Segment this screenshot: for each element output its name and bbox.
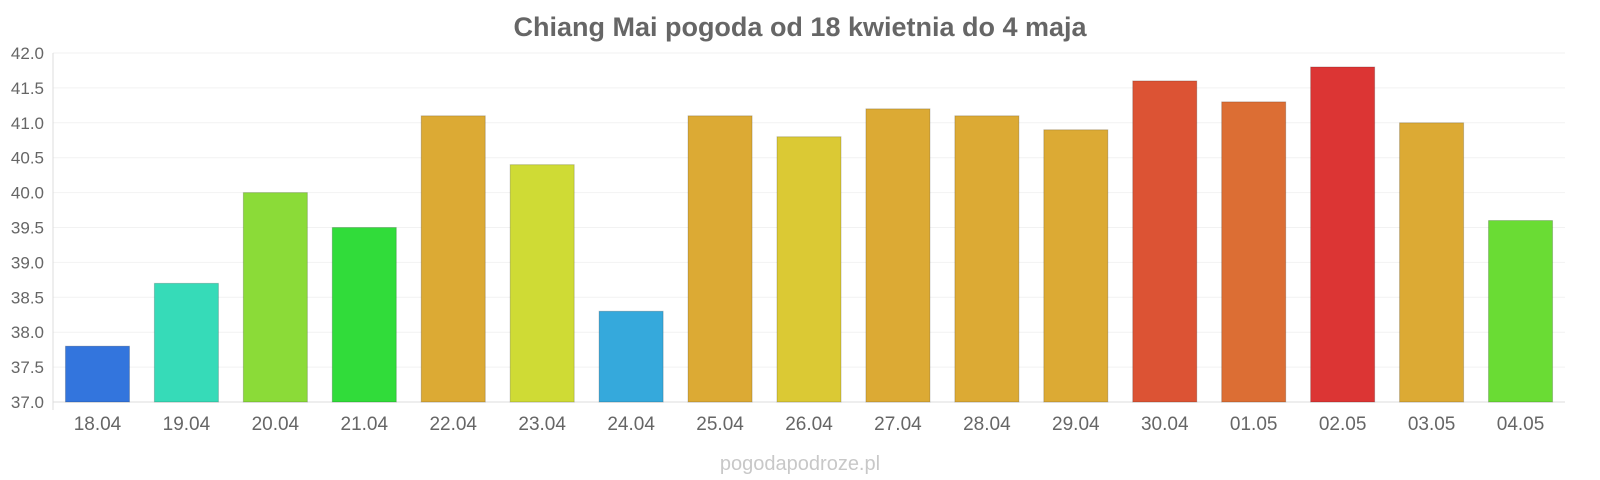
bar-03.05: [1399, 122, 1465, 403]
y-tick-label: 39.0: [11, 253, 44, 272]
bar-29.04: [1043, 129, 1109, 403]
bar-01.05: [1221, 101, 1287, 403]
y-tick-label: 38.0: [11, 323, 44, 342]
bars: [64, 66, 1554, 403]
x-tick-label: 04.05: [1497, 414, 1545, 435]
x-tick-label: 30.04: [1141, 414, 1189, 435]
bar-28.04: [954, 115, 1020, 403]
y-tick-label: 38.5: [11, 288, 44, 307]
x-tick-label: 21.04: [341, 414, 389, 435]
bar-23.04: [509, 164, 575, 403]
y-axis-ticks: 37.0 37.5 38.0 38.5 39.0 39.5 40.0 40.5 41.0 41.5…: [11, 44, 44, 412]
x-tick-label: 19.04: [163, 414, 211, 435]
x-tick-label: 27.04: [874, 414, 922, 435]
y-tick-label: 39.5: [11, 219, 44, 238]
x-tick-label: 26.04: [785, 414, 833, 435]
x-tick-label: 29.04: [1052, 414, 1100, 435]
bar-20.04: [242, 192, 308, 403]
x-tick-label: 01.05: [1230, 414, 1278, 435]
bar-19.04: [153, 282, 219, 403]
watermark-text: pogodapodroze.pl: [720, 453, 880, 475]
bar-24.04: [598, 310, 664, 403]
chart-title: Chiang Mai pogoda od 18 kwietnia do 4 ma…: [513, 12, 1087, 42]
bar-22.04: [420, 115, 486, 403]
bar-30.04: [1132, 80, 1198, 403]
bar-25.04: [687, 115, 753, 403]
x-tick-label: 20.04: [252, 414, 300, 435]
bar-27.04: [865, 108, 931, 403]
bar-02.05: [1310, 66, 1376, 403]
x-tick-label: 24.04: [607, 414, 655, 435]
y-tick-label: 41.0: [11, 114, 44, 133]
x-axis-ticks: 18.04 19.04 20.04 21.04 22.04 23.04 24.04 25.04…: [74, 414, 1545, 435]
y-tick-label: 37.5: [11, 358, 44, 377]
bar-18.04: [64, 345, 130, 403]
bar-26.04: [776, 136, 842, 403]
bar-21.04: [331, 227, 397, 403]
x-tick-label: 23.04: [518, 414, 566, 435]
y-tick-label: 40.0: [11, 184, 44, 203]
x-tick-label: 22.04: [429, 414, 477, 435]
x-tick-label: 03.05: [1408, 414, 1456, 435]
y-tick-label: 42.0: [11, 44, 44, 63]
y-tick-label: 40.5: [11, 149, 44, 168]
x-tick-label: 28.04: [963, 414, 1011, 435]
x-tick-label: 25.04: [696, 414, 744, 435]
y-tick-label: 41.5: [11, 79, 44, 98]
y-tick-label: 37.0: [11, 393, 44, 412]
x-tick-label: 18.04: [74, 414, 122, 435]
x-tick-label: 02.05: [1319, 414, 1367, 435]
bar-04.05: [1488, 220, 1554, 403]
